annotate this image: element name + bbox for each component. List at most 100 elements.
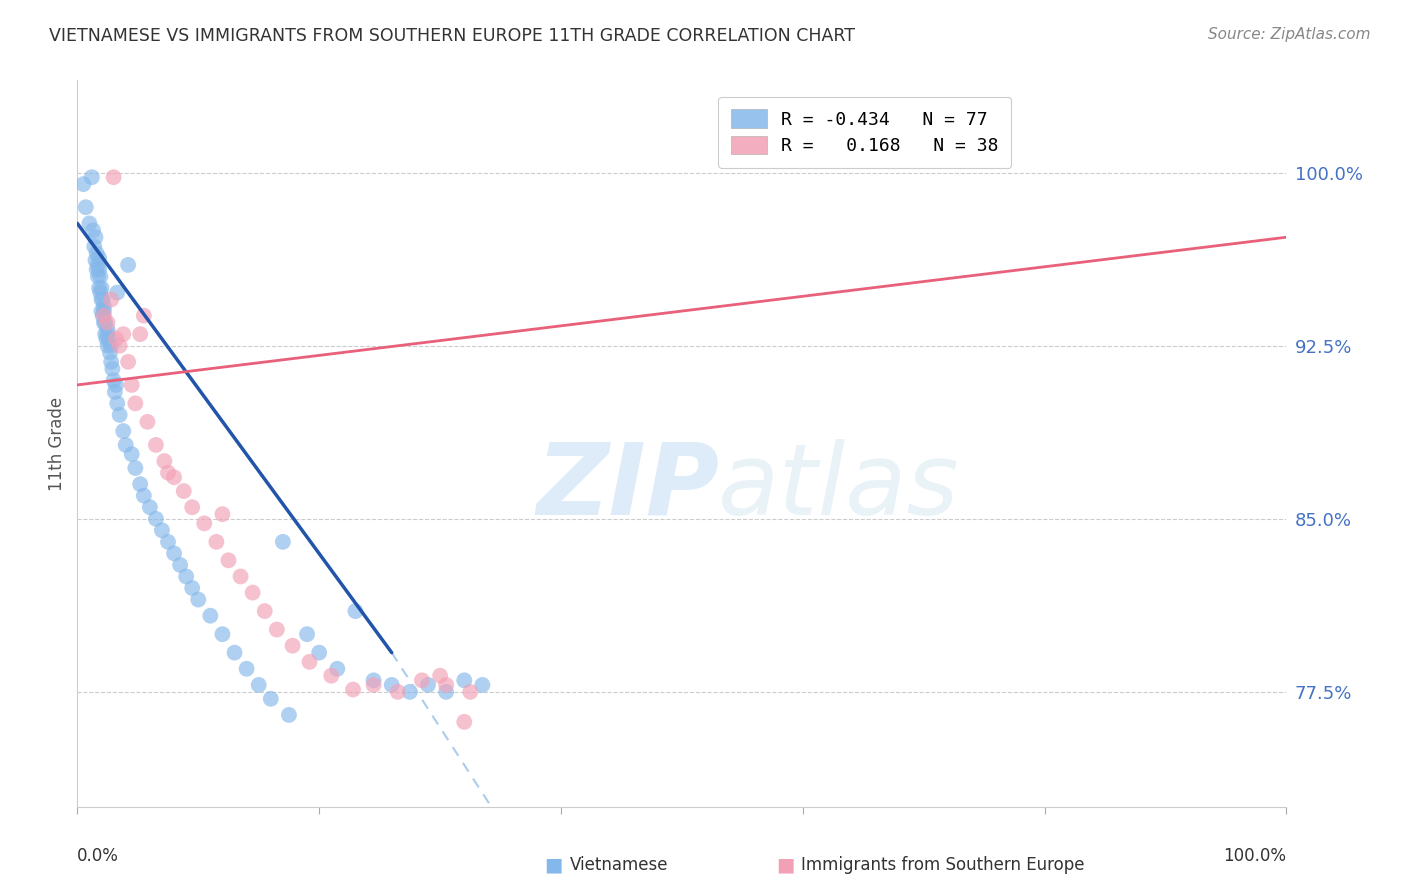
Point xyxy=(163,546,186,560)
Point xyxy=(87,251,110,265)
Point xyxy=(181,581,204,595)
Point xyxy=(271,534,294,549)
Point xyxy=(242,585,264,599)
Point xyxy=(91,309,114,323)
Point xyxy=(105,378,128,392)
Point xyxy=(87,262,110,277)
Point xyxy=(93,309,115,323)
Point xyxy=(326,662,349,676)
Point xyxy=(434,678,457,692)
Point xyxy=(124,396,146,410)
Point xyxy=(105,285,128,300)
Point xyxy=(75,200,97,214)
Point xyxy=(86,262,108,277)
Point xyxy=(429,669,451,683)
Point xyxy=(83,239,105,253)
Point xyxy=(411,673,433,688)
Point xyxy=(87,281,110,295)
Point xyxy=(132,489,155,503)
Point xyxy=(247,678,270,692)
Text: Source: ZipAtlas.com: Source: ZipAtlas.com xyxy=(1208,27,1371,42)
Point xyxy=(93,300,115,314)
Point xyxy=(211,627,233,641)
Point xyxy=(453,673,475,688)
Point xyxy=(84,253,107,268)
Point xyxy=(121,378,143,392)
Point xyxy=(100,293,122,307)
Point xyxy=(229,569,252,583)
Point xyxy=(124,461,146,475)
Point xyxy=(114,438,136,452)
Legend: R = -0.434   N = 77, R =   0.168   N = 38: R = -0.434 N = 77, R = 0.168 N = 38 xyxy=(718,96,1011,168)
Point xyxy=(174,569,197,583)
Point xyxy=(132,309,155,323)
Text: Vietnamese: Vietnamese xyxy=(569,856,668,874)
Point xyxy=(308,646,330,660)
Text: atlas: atlas xyxy=(718,439,960,536)
Point xyxy=(434,685,457,699)
Point xyxy=(181,500,204,515)
Point xyxy=(104,384,127,399)
Point xyxy=(93,304,115,318)
Point xyxy=(381,678,404,692)
Point xyxy=(129,477,152,491)
Point xyxy=(96,339,118,353)
Point xyxy=(387,685,409,699)
Point xyxy=(105,396,128,410)
Point xyxy=(96,322,118,336)
Point xyxy=(453,714,475,729)
Point xyxy=(211,507,233,521)
Point xyxy=(205,534,228,549)
Point xyxy=(98,345,121,359)
Point xyxy=(121,447,143,461)
Point xyxy=(93,316,115,330)
Point xyxy=(112,424,135,438)
Point xyxy=(157,466,180,480)
Text: 100.0%: 100.0% xyxy=(1223,847,1286,865)
Text: VIETNAMESE VS IMMIGRANTS FROM SOUTHERN EUROPE 11TH GRADE CORRELATION CHART: VIETNAMESE VS IMMIGRANTS FROM SOUTHERN E… xyxy=(49,27,855,45)
Point xyxy=(105,332,128,346)
Point xyxy=(224,646,246,660)
Point xyxy=(87,258,110,272)
Point xyxy=(298,655,321,669)
Point xyxy=(100,355,122,369)
Point xyxy=(139,500,162,515)
Point xyxy=(94,316,117,330)
Point xyxy=(103,373,125,387)
Point xyxy=(253,604,276,618)
Point xyxy=(458,685,481,699)
Point xyxy=(153,454,176,468)
Point xyxy=(96,316,118,330)
Point xyxy=(96,327,118,342)
Point xyxy=(117,355,139,369)
Point xyxy=(72,177,94,191)
Point xyxy=(96,332,118,346)
Point xyxy=(84,230,107,244)
Point xyxy=(344,604,367,618)
Text: 0.0%: 0.0% xyxy=(77,847,120,865)
Point xyxy=(89,269,111,284)
Point xyxy=(97,332,120,346)
Point xyxy=(471,678,494,692)
Point xyxy=(235,662,257,676)
Point xyxy=(281,639,304,653)
Point xyxy=(187,592,209,607)
Text: ZIP: ZIP xyxy=(537,439,720,536)
Point xyxy=(129,327,152,342)
Point xyxy=(260,691,283,706)
Point xyxy=(101,361,124,376)
Point xyxy=(416,678,439,692)
Point xyxy=(150,524,173,538)
Point xyxy=(193,516,215,531)
Point xyxy=(218,553,240,567)
Point xyxy=(91,293,114,307)
Point xyxy=(80,170,103,185)
Point xyxy=(342,682,364,697)
Point xyxy=(399,685,422,699)
Point xyxy=(89,285,111,300)
Point xyxy=(145,438,167,452)
Text: ■: ■ xyxy=(544,855,562,875)
Y-axis label: 11th Grade: 11th Grade xyxy=(48,397,66,491)
Point xyxy=(363,678,385,692)
Point xyxy=(79,216,101,230)
